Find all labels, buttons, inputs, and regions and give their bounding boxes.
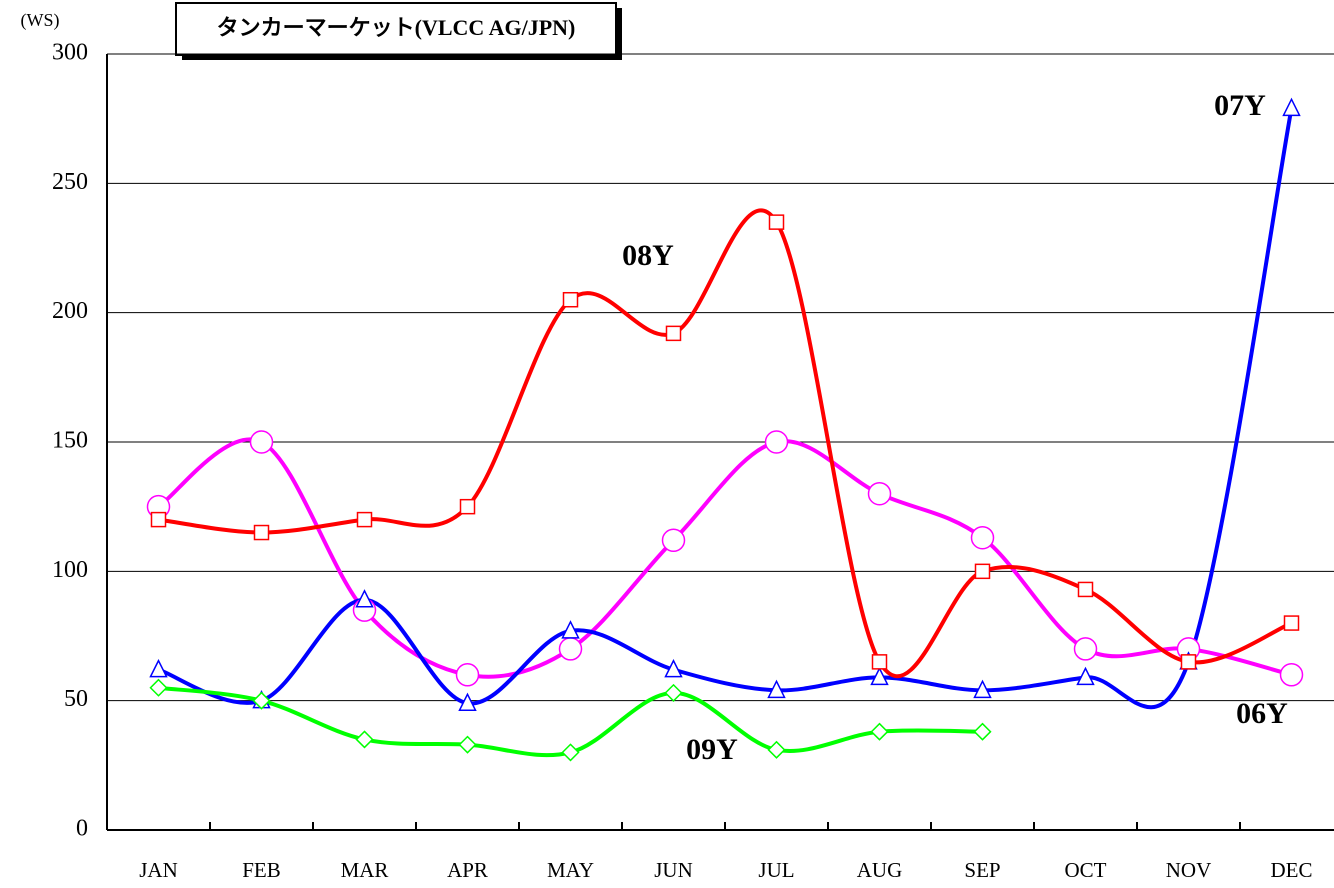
series-label: 07Y	[1214, 89, 1266, 122]
x-tick-label: AUG	[857, 858, 903, 882]
marker	[149, 658, 168, 678]
marker	[1282, 97, 1301, 117]
marker	[356, 511, 373, 528]
marker	[973, 722, 992, 741]
x-tick-label: JUN	[654, 858, 693, 882]
chart-title: タンカーマーケット(VLCC AG/JPN)	[217, 15, 576, 40]
y-tick-label: 0	[76, 816, 88, 842]
marker	[150, 511, 167, 528]
marker	[355, 730, 374, 749]
marker	[561, 620, 580, 639]
marker	[661, 528, 686, 553]
marker	[767, 679, 786, 699]
marker	[355, 589, 374, 608]
marker	[665, 325, 682, 342]
series-line	[157, 437, 1292, 679]
marker	[970, 525, 995, 550]
x-tick-label: DEC	[1271, 858, 1313, 882]
marker	[867, 481, 892, 506]
series-label: 06Y	[1236, 697, 1288, 730]
x-tick-label: SEP	[964, 858, 1000, 882]
marker	[562, 291, 579, 308]
marker	[459, 498, 476, 515]
marker	[768, 214, 785, 230]
marker	[455, 663, 480, 687]
marker	[558, 637, 583, 661]
series-line	[158, 208, 1293, 679]
y-tick-label: 200	[52, 298, 88, 324]
marker	[973, 679, 992, 699]
marker	[458, 735, 477, 754]
marker	[561, 743, 580, 762]
series-label: 09Y	[686, 733, 738, 766]
marker	[458, 692, 477, 712]
marker	[764, 430, 789, 454]
x-tick-label: JUL	[758, 858, 794, 882]
y-tick-label: 250	[52, 169, 88, 195]
marker	[1077, 581, 1094, 598]
x-tick-label: FEB	[242, 858, 281, 882]
x-tick-label: APR	[447, 858, 488, 882]
x-tick-label: MAY	[547, 858, 594, 882]
x-tick-label: JAN	[139, 858, 178, 882]
marker	[871, 654, 888, 670]
x-tick-label: MAR	[341, 858, 389, 882]
y-tick-label: 100	[52, 557, 88, 583]
marker	[1073, 637, 1098, 661]
marker	[870, 666, 889, 686]
title-box	[175, 2, 617, 56]
series-label: 08Y	[622, 239, 674, 272]
marker	[1180, 654, 1197, 670]
y-axis-label: (WS)	[21, 10, 60, 31]
marker	[1279, 663, 1304, 687]
marker	[249, 430, 274, 454]
marker	[664, 683, 683, 702]
x-tick-label: NOV	[1166, 858, 1212, 882]
marker	[664, 658, 683, 678]
marker	[1283, 615, 1300, 631]
marker	[252, 691, 271, 710]
y-tick-label: 300	[52, 40, 88, 66]
marker	[870, 722, 889, 741]
marker	[1076, 666, 1095, 686]
y-tick-label: 50	[64, 686, 88, 712]
marker	[149, 678, 168, 697]
marker	[974, 563, 991, 580]
x-tick-label: OCT	[1065, 858, 1107, 882]
marker	[767, 740, 786, 759]
y-tick-label: 150	[52, 428, 88, 454]
marker	[253, 524, 270, 541]
